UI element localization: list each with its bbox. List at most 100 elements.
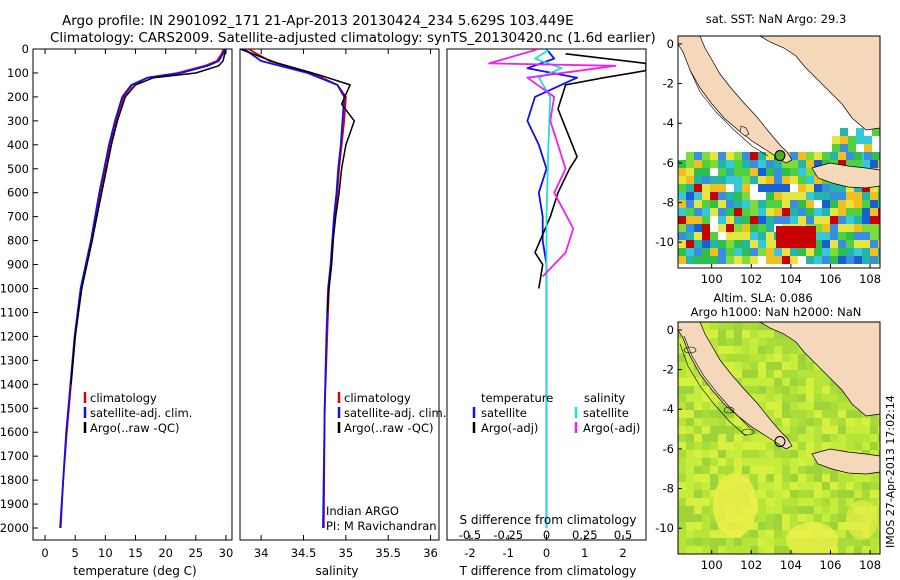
sla-cell [838,418,846,426]
sla-cell [846,410,854,418]
sst-map-title: sat. SST: NaN Argo: 29.3 [706,12,847,26]
sla-cell [814,482,822,490]
sla-cell [750,386,758,394]
sla-cell [710,458,718,466]
sst-cell [870,208,878,216]
sla-cell [702,330,710,338]
sst-cell [862,208,870,216]
sst-cell [798,248,806,256]
mentawai-island [739,125,750,137]
sla-cell [822,394,830,402]
sst-cell [766,224,774,232]
sla-cell [726,426,734,434]
depth-tick-label: 1700 [0,449,29,463]
sst-cell [750,232,758,240]
sla-cell [790,474,798,482]
sst-cell [686,176,694,184]
sla-cell [774,482,782,490]
sst-cell [694,240,702,248]
sla-cell [686,418,694,426]
sla-cell [710,530,718,538]
sst-cell [838,184,846,192]
sla-cell [758,386,766,394]
sla-cell [806,434,814,442]
sla-cell [678,490,686,498]
sst-cell [790,176,798,184]
sla-map-lon-tick-label: 106 [820,558,842,572]
sla-cell [758,458,766,466]
sst-cell [774,256,782,264]
sst-cell [678,184,686,192]
sla-cell [774,410,782,418]
sst-cell [832,136,840,144]
sla-cell [702,322,710,330]
sst-cell [814,240,822,248]
sst-cell [710,184,718,192]
sla-cell [710,482,718,490]
sla-cell [718,402,726,410]
sla-cell [774,354,782,362]
sst-cell [782,192,790,200]
sst-cell [726,224,734,232]
sst-cell [830,208,838,216]
sla-cell [742,354,750,362]
sst-cell [766,152,774,160]
sla-cell [830,466,838,474]
sla-cell [798,362,806,370]
sla-cell [726,338,734,346]
sst-cell [862,192,870,200]
sla-cell [702,402,710,410]
sla-cell [790,386,798,394]
sst-cell [774,248,782,256]
sla-cell [678,402,686,410]
sst-cell [718,152,726,160]
sla-cell [790,458,798,466]
sst-cell [798,200,806,208]
sla-cell [678,410,686,418]
sla-cell [830,506,838,514]
sst-cell [686,152,694,160]
sst-cell [710,160,718,168]
sst-cell [742,184,750,192]
sla-cell [766,466,774,474]
salinity-difference-axis-label: S difference from climatology [460,513,637,527]
sla-map-lon-tick-label: 104 [780,558,802,572]
malaya-land-sla [759,322,880,417]
sst-cell [814,184,822,192]
sst-cell [782,208,790,216]
sla-cell [694,538,702,546]
sla-cell [838,442,846,450]
sst-cell [822,208,830,216]
sla-cell [750,394,758,402]
sla-cell [862,426,870,434]
sst-cell [766,232,774,240]
island-contour-1 [683,346,697,354]
sst-cell [726,248,734,256]
sla-cell [758,434,766,442]
sla-cell [822,386,830,394]
temperature-legend-label: satellite-adj. clim. [90,406,192,420]
sla-cell [686,546,694,554]
sst-map-lon-tick-label: 104 [780,272,802,286]
sla-cell [774,338,782,346]
sla-cell [678,378,686,386]
sla-cell [790,418,798,426]
sla-cell [758,354,766,362]
sla-cell [806,466,814,474]
sla-cell [814,426,822,434]
sst-cell [806,248,814,256]
sst-cell [870,232,878,240]
sst-cell [872,152,880,160]
sst-cell [790,200,798,208]
sst-cell [758,168,766,176]
sla-cell [862,538,870,546]
sst-cell [702,248,710,256]
sst-cell [686,192,694,200]
sst-cell [782,216,790,224]
depth-tick-label: 1600 [0,425,29,439]
temperature-legend-label: Argo(..raw -QC) [90,421,180,435]
title-line-2: Climatology: CARS2009. Satellite-adjuste… [50,30,656,46]
sla-cell [830,490,838,498]
sst-map-panel: sat. SST: NaN Argo: 29.3 100 102 104 106 108… [655,12,881,286]
sla-cell [758,338,766,346]
